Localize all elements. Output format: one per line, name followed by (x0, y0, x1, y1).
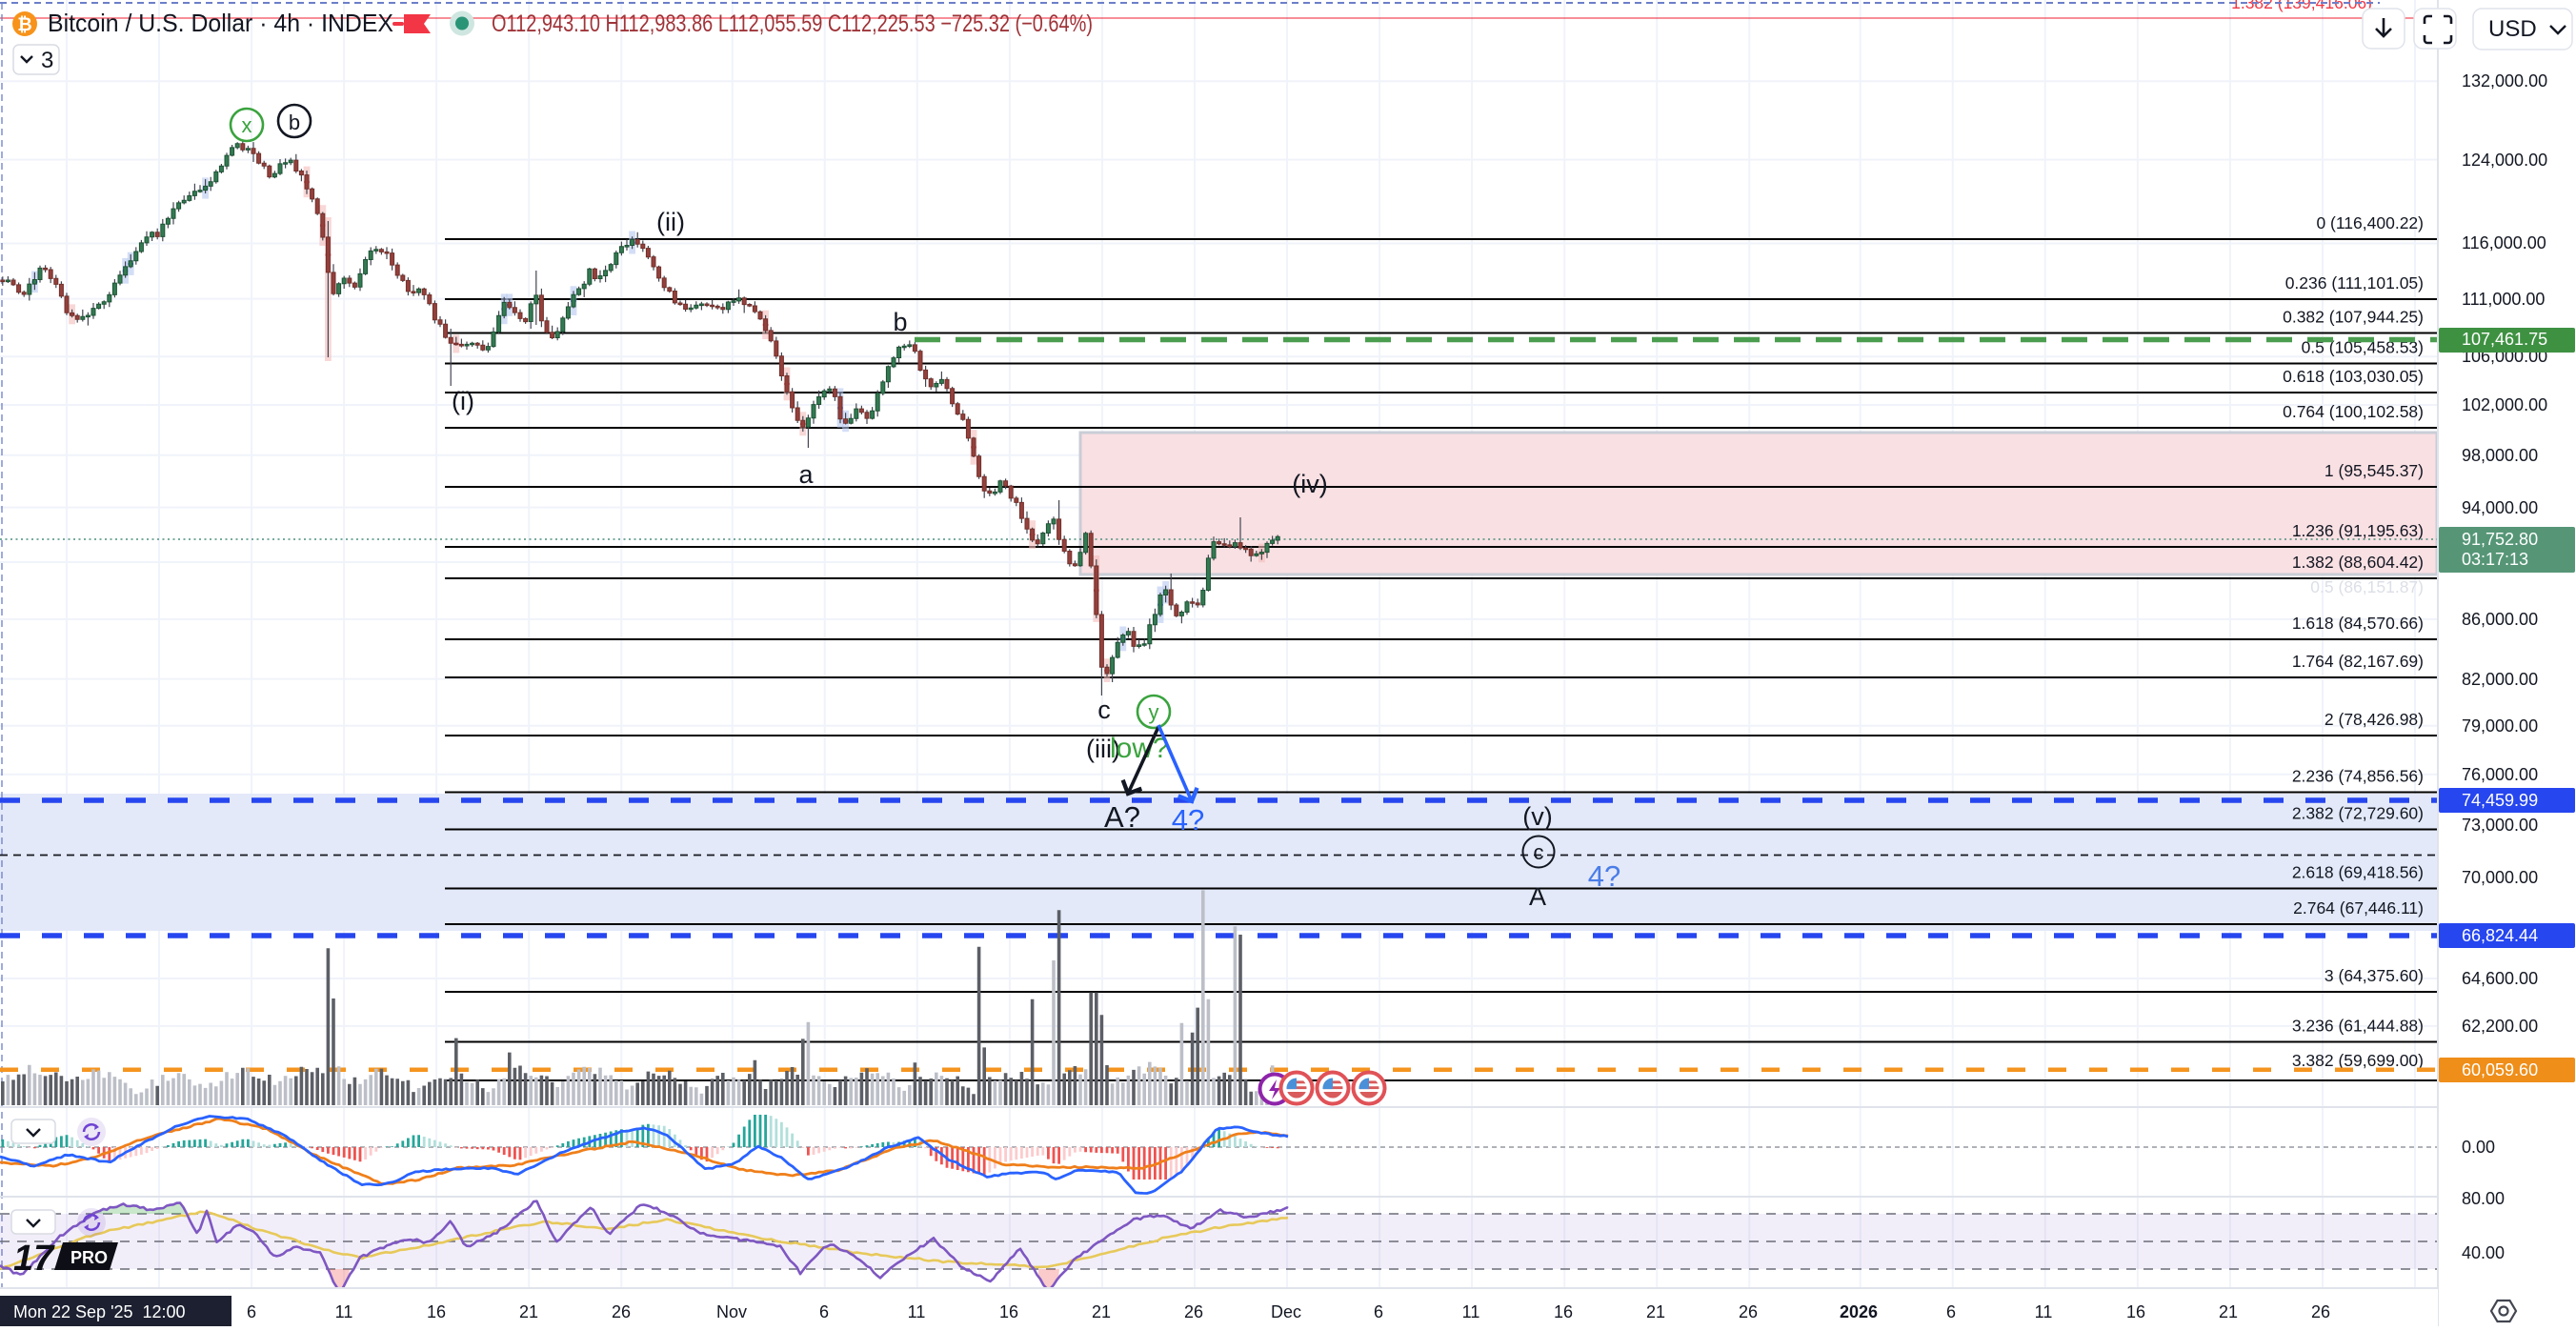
svg-text:11: 11 (908, 1302, 926, 1321)
svg-text:PRO: PRO (70, 1248, 108, 1267)
svg-text:16: 16 (999, 1302, 1018, 1321)
svg-text:Bitcoin / U.S. Dollar · 4h · I: Bitcoin / U.S. Dollar · 4h · INDEX (48, 9, 393, 37)
svg-text:64,600.00: 64,600.00 (2462, 969, 2538, 988)
svg-text:132,000.00: 132,000.00 (2462, 71, 2547, 91)
svg-text:21: 21 (1092, 1302, 1111, 1321)
svg-text:0.5 (86,151.87): 0.5 (86,151.87) (2310, 577, 2424, 596)
svg-text:(ii): (ii) (656, 208, 685, 236)
svg-text:0.618 (103,030.05): 0.618 (103,030.05) (2283, 367, 2424, 386)
svg-text:0.236 (111,101.05): 0.236 (111,101.05) (2285, 273, 2424, 292)
svg-text:74,459.99: 74,459.99 (2462, 791, 2538, 810)
svg-text:16: 16 (427, 1302, 446, 1321)
svg-text:0.5 (105,458.53): 0.5 (105,458.53) (2302, 338, 2424, 357)
svg-text:26: 26 (612, 1302, 631, 1321)
svg-text:82,000.00: 82,000.00 (2462, 670, 2538, 689)
svg-text:6: 6 (1946, 1302, 1956, 1321)
svg-text:60,059.60: 60,059.60 (2462, 1060, 2538, 1079)
svg-text:17: 17 (13, 1239, 55, 1279)
svg-text:26: 26 (1184, 1302, 1203, 1321)
svg-text:1.618 (84,570.66): 1.618 (84,570.66) (2292, 614, 2424, 633)
svg-text:11: 11 (2035, 1302, 2053, 1321)
svg-text:111,000.00: 111,000.00 (2462, 290, 2545, 309)
svg-text:3.236 (61,444.88): 3.236 (61,444.88) (2292, 1017, 2424, 1036)
svg-text:76,000.00: 76,000.00 (2462, 765, 2538, 784)
svg-text:03:17:13: 03:17:13 (2462, 550, 2528, 569)
svg-text:21: 21 (519, 1302, 538, 1321)
svg-text:a: a (798, 460, 814, 489)
svg-text:0.764 (100,102.58): 0.764 (100,102.58) (2283, 402, 2424, 421)
svg-text:80.00: 80.00 (2462, 1189, 2505, 1208)
svg-text:1.382 (88,604.42): 1.382 (88,604.42) (2292, 553, 2424, 572)
svg-text:2 (78,426.98): 2 (78,426.98) (2324, 710, 2424, 729)
svg-text:98,000.00: 98,000.00 (2462, 446, 2538, 465)
svg-text:86,000.00: 86,000.00 (2462, 610, 2538, 629)
svg-text:1 (95,545.37): 1 (95,545.37) (2324, 461, 2424, 480)
svg-text:11: 11 (1462, 1302, 1480, 1321)
svg-text:102,000.00: 102,000.00 (2462, 395, 2547, 414)
svg-text:2.764 (67,446.11): 2.764 (67,446.11) (2293, 898, 2424, 918)
svg-text:3: 3 (41, 48, 53, 73)
svg-text:3.382 (59,699.00): 3.382 (59,699.00) (2292, 1051, 2424, 1070)
svg-text:79,000.00: 79,000.00 (2462, 716, 2538, 736)
svg-text:0.00: 0.00 (2462, 1138, 2495, 1157)
svg-text:USD: USD (2488, 16, 2537, 42)
svg-text:0.382 (107,944.25): 0.382 (107,944.25) (2283, 308, 2424, 327)
svg-text:c: c (1097, 696, 1111, 724)
svg-text:6: 6 (819, 1302, 829, 1321)
svg-text:2.382 (72,729.60): 2.382 (72,729.60) (2292, 804, 2424, 823)
svg-text:1.382 (139,416.06): 1.382 (139,416.06) (2231, 0, 2372, 12)
svg-text:2026: 2026 (1840, 1302, 1878, 1321)
svg-text:1.236 (91,195.63): 1.236 (91,195.63) (2292, 521, 2424, 540)
svg-text:(iv): (iv) (1292, 470, 1327, 498)
svg-text:91,752.80: 91,752.80 (2462, 530, 2538, 549)
svg-text:Mon 22 Sep '25 12:00: Mon 22 Sep '25 12:00 (13, 1302, 186, 1321)
svg-text:b: b (289, 111, 300, 134)
svg-text:b: b (893, 308, 907, 336)
svg-text:Nov: Nov (716, 1302, 747, 1321)
svg-text:107,461.75: 107,461.75 (2462, 330, 2547, 349)
svg-text:(v): (v) (1522, 802, 1552, 831)
svg-text:66,824.44: 66,824.44 (2462, 926, 2538, 945)
svg-text:6: 6 (1374, 1302, 1383, 1321)
svg-text:4?: 4? (1172, 803, 1204, 837)
svg-text:(i): (i) (452, 387, 474, 415)
svg-text:4?: 4? (1588, 859, 1620, 893)
svg-text:2.236 (74,856.56): 2.236 (74,856.56) (2292, 767, 2424, 786)
svg-text:94,000.00: 94,000.00 (2462, 498, 2538, 517)
svg-text:y: y (1149, 700, 1159, 724)
svg-text:11: 11 (335, 1302, 353, 1321)
svg-text:1.764 (82,167.69): 1.764 (82,167.69) (2292, 652, 2424, 671)
svg-text:A?: A? (1104, 800, 1140, 834)
svg-text:16: 16 (1554, 1302, 1573, 1321)
svg-text:Dec: Dec (1271, 1302, 1301, 1321)
svg-text:low?: low? (1110, 733, 1169, 764)
svg-text:26: 26 (2311, 1302, 2330, 1321)
svg-text:6: 6 (247, 1302, 256, 1321)
svg-text:62,200.00: 62,200.00 (2462, 1017, 2538, 1036)
svg-text:₿: ₿ (17, 15, 31, 35)
svg-text:40.00: 40.00 (2462, 1243, 2505, 1262)
svg-text:3 (64,375.60): 3 (64,375.60) (2324, 966, 2424, 985)
svg-text:2.618 (69,418.56): 2.618 (69,418.56) (2292, 863, 2424, 882)
svg-text:(iii): (iii) (1086, 735, 1120, 763)
svg-text:A: A (1529, 882, 1546, 911)
svg-text:116,000.00: 116,000.00 (2462, 233, 2546, 252)
svg-text:124,000.00: 124,000.00 (2462, 151, 2547, 170)
svg-text:21: 21 (2219, 1302, 2238, 1321)
svg-text:c: c (1534, 840, 1544, 864)
svg-text:0 (116,400.22): 0 (116,400.22) (2316, 213, 2424, 232)
svg-text:x: x (242, 113, 252, 137)
svg-text:16: 16 (2126, 1302, 2145, 1321)
svg-text:26: 26 (1739, 1302, 1758, 1321)
svg-text:O112,943.10 H112,983.86 L112,0: O112,943.10 H112,983.86 L112,055.59 C112… (492, 10, 1093, 37)
svg-text:70,000.00: 70,000.00 (2462, 868, 2538, 887)
svg-text:73,000.00: 73,000.00 (2462, 816, 2538, 835)
svg-text:21: 21 (1646, 1302, 1665, 1321)
